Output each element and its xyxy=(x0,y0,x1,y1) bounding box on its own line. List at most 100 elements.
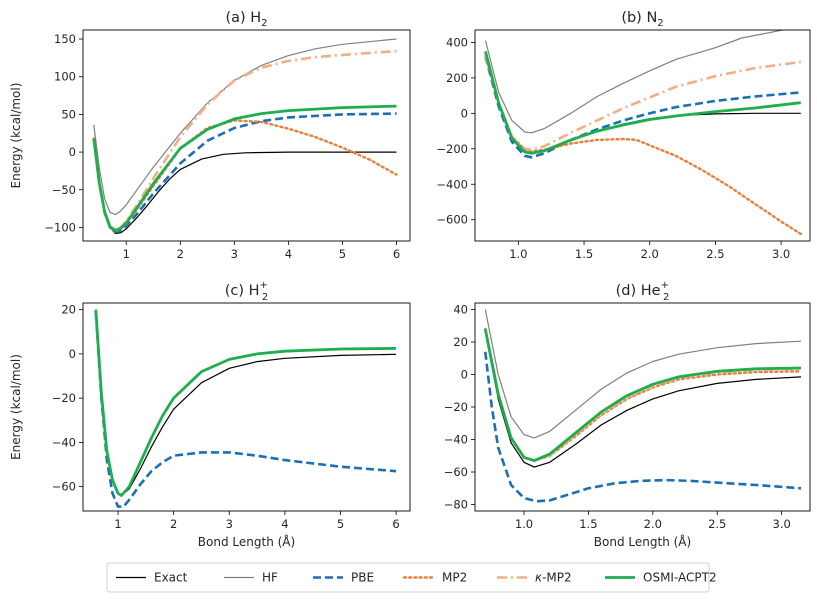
series-line-hf xyxy=(484,30,786,134)
panel-title-sub: 2 xyxy=(657,18,663,29)
y-tick-label: 200 xyxy=(446,71,468,85)
x-tick-label: 2.0 xyxy=(644,517,662,531)
series-line-mp2 xyxy=(484,327,803,462)
legend-label: OSMI-ACPT2 xyxy=(643,571,717,585)
legend-label-kappa: κ xyxy=(535,571,543,585)
y-tick-label: −60 xyxy=(52,480,76,494)
y-tick-label: −600 xyxy=(436,213,468,227)
series-line-exact xyxy=(484,332,802,468)
y-tick-label: 400 xyxy=(446,35,468,49)
panel-title-main: (c) H xyxy=(225,283,260,299)
axes-frame xyxy=(82,29,411,242)
series-group xyxy=(483,309,803,503)
axes-frame xyxy=(474,29,811,242)
y-tick-label: 40 xyxy=(453,303,468,317)
y-tick-label: −100 xyxy=(44,220,76,234)
panel-title-main: (b) N xyxy=(621,10,657,26)
legend: Exact HF PBE MP2 κ-MP2 OSMI-ACPT2 xyxy=(106,562,717,593)
x-axis-label: Bond Length (Å) xyxy=(594,534,691,549)
x-tick-label: 1.0 xyxy=(515,517,533,531)
y-tick-label: −40 xyxy=(52,435,76,449)
legend-item-exact: Exact xyxy=(116,571,188,585)
x-tick-label: 3 xyxy=(231,247,238,261)
x-tick-label: 2 xyxy=(177,247,184,261)
axes-frame xyxy=(474,302,811,512)
series-group xyxy=(484,30,802,236)
panel-title-sup: + xyxy=(260,280,268,291)
series-line-mp2 xyxy=(484,53,802,236)
series-line-osmi xyxy=(483,328,802,463)
x-tick-label: 3.0 xyxy=(773,517,791,531)
panel-title-main: (a) H xyxy=(225,10,261,26)
x-tick-label: 2 xyxy=(170,517,177,531)
y-tick-label: 20 xyxy=(453,335,468,349)
x-tick-label: 6 xyxy=(393,247,400,261)
legend-item-kmp2: κ-MP2 xyxy=(497,571,572,585)
legend-label: Exact xyxy=(154,571,188,585)
series-line-kmp2 xyxy=(484,328,802,462)
y-tick-label: 20 xyxy=(61,303,76,317)
x-tick-label: 6 xyxy=(392,517,399,531)
panel-title: (b) N2 xyxy=(621,10,663,29)
series-line-exact xyxy=(95,311,397,497)
axes-frame xyxy=(82,302,411,512)
x-tick-label: 2.5 xyxy=(706,247,724,261)
x-tick-label: 5 xyxy=(339,247,346,261)
y-tick-label: −20 xyxy=(444,400,468,414)
y-axis-label: Energy (kcal/mol) xyxy=(9,354,23,460)
series-group xyxy=(94,309,397,508)
legend-label: PBE xyxy=(351,571,374,585)
x-tick-label: 1.5 xyxy=(579,517,597,531)
panel-title: (d) He+ 2 xyxy=(616,280,670,303)
x-tick-label: 1.0 xyxy=(509,247,527,261)
y-tick-label: 100 xyxy=(54,70,76,84)
y-tick-label: 0 xyxy=(69,347,76,361)
x-tick-label: 1.5 xyxy=(575,247,593,261)
legend-label: κ-MP2 xyxy=(535,571,572,585)
y-tick-label: −400 xyxy=(436,177,468,191)
x-tick-label: 1 xyxy=(114,517,121,531)
series-line-pbe xyxy=(484,351,802,503)
x-axis-label: Bond Length (Å) xyxy=(198,534,295,549)
panel-d-he2-plus: (d) He+ 2 1.0 1.5 2.0 2.5 3.0 −80 −60 −40 −20 0 20 40… xyxy=(444,280,811,549)
panel-title: (c) H+ 2 xyxy=(225,280,269,303)
series-line-exact xyxy=(484,56,801,154)
series-line-osmi xyxy=(92,104,397,232)
panel-b-n2: (b) N2 1.0 1.5 2.0 2.5 3.0 −600 −400 −200 0 200 400 xyxy=(436,10,811,261)
series-group xyxy=(92,38,398,235)
legend-item-hf: HF xyxy=(224,571,278,585)
x-tick-label: 2.0 xyxy=(641,247,659,261)
panel-title-main: (d) He xyxy=(616,283,661,299)
y-tick-label: −40 xyxy=(444,433,468,447)
panel-title: (a) H2 xyxy=(225,10,267,29)
x-tick-label: 3.0 xyxy=(772,247,790,261)
x-tick-label: 2.5 xyxy=(708,517,726,531)
panel-title-sub: 2 xyxy=(663,292,669,303)
legend-label: MP2 xyxy=(442,571,467,585)
x-tick-label: 1 xyxy=(123,247,130,261)
legend-item-osmi: OSMI-ACPT2 xyxy=(605,571,717,585)
y-tick-label: 0 xyxy=(69,145,76,159)
x-tick-label: 4 xyxy=(281,517,288,531)
panel-title-sub: 2 xyxy=(261,18,267,29)
series-line-hf xyxy=(93,38,397,216)
y-tick-label: 150 xyxy=(54,32,76,46)
series-line-pbe xyxy=(94,311,397,508)
series-line-osmi xyxy=(94,309,397,497)
series-line-hf xyxy=(484,309,802,439)
legend-item-pbe: PBE xyxy=(313,571,374,585)
panel-title-sub: 2 xyxy=(262,292,268,303)
y-axis-label: Energy (kcal/mol) xyxy=(9,83,23,189)
panel-c-h2-plus: (c) H+ 2 1 2 3 4 5 6 −60 −40 −20 0 20 Bond Length (Å)… xyxy=(9,280,411,549)
x-tick-label: 4 xyxy=(285,247,292,261)
x-tick-label: 3 xyxy=(226,517,233,531)
legend-label-rest: -MP2 xyxy=(542,571,572,585)
y-tick-label: 0 xyxy=(461,368,468,382)
y-tick-label: −20 xyxy=(52,391,76,405)
y-tick-label: 0 xyxy=(461,106,468,120)
y-tick-label: −200 xyxy=(436,142,468,156)
panel-title-sup: + xyxy=(661,280,669,291)
y-tick-label: −60 xyxy=(444,465,468,479)
